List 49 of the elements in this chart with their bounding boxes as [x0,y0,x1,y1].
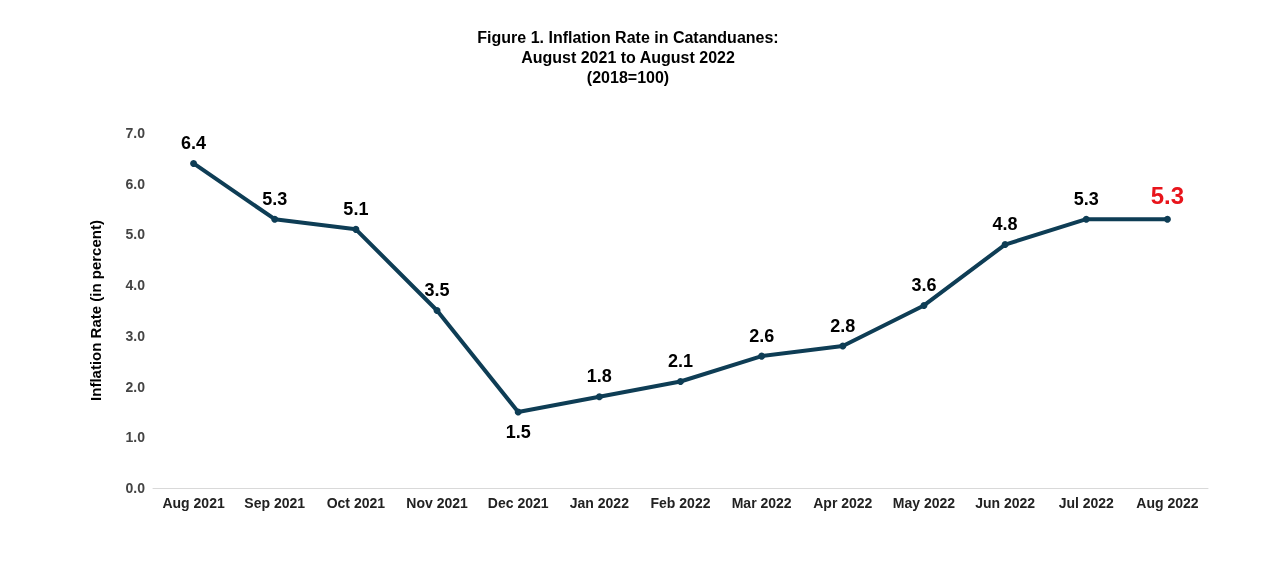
data-label: 5.3 [262,188,288,209]
data-label: 5.1 [343,198,369,219]
y-axis-title: Inflation Rate (in percent) [87,220,104,401]
data-label: 4.8 [992,214,1018,235]
y-tick-label: 7.0 [125,125,146,141]
y-tick-label: 2.0 [125,378,146,395]
point [271,215,279,223]
point [758,352,766,360]
x-tick-label: Mar 2022 [731,495,792,511]
y-tick-label: 3.0 [125,327,146,344]
point [352,225,360,233]
x-tick-label: Apr 2022 [813,495,873,511]
point [433,307,441,314]
x-tick-label: Feb 2022 [650,495,711,511]
point [595,393,603,401]
data-label: 6.4 [181,132,207,153]
x-tick-label: Dec 2021 [487,495,549,511]
point [1082,215,1090,223]
data-label: 2.8 [830,315,856,336]
x-tick-label: May 2022 [892,495,956,511]
point [1163,215,1171,223]
point [920,301,928,309]
y-tick-label: 6.0 [125,175,146,192]
data-label: 2.6 [749,325,775,346]
x-tick-label: Jul 2022 [1058,495,1115,511]
data-label: 3.5 [424,280,450,300]
chart-title: Figure 1. Inflation Rate in Catanduanes: August 2021 to August 2022 (2018=100) [477,28,779,86]
point [514,408,522,416]
x-tick-label: Jan 2022 [569,495,630,511]
x-tick-label: Sep 2021 [244,495,306,511]
data-label: 1.8 [586,366,612,387]
y-tick-label: 1.0 [125,429,146,446]
point [839,342,847,350]
y-tick-label: 4.0 [125,277,146,294]
x-tick-label: Jun 2022 [975,495,1036,511]
x-tick-label: Aug 2022 [1136,495,1199,511]
x-tick-label: Nov 2021 [406,495,468,511]
data-label: 5.3 [1073,188,1099,209]
data-label: 2.1 [667,351,694,371]
point [190,159,198,167]
point [677,378,684,385]
data-label: 3.6 [911,274,937,295]
data-label: 1.5 [505,422,531,443]
data-label: 5.3 [1150,182,1185,210]
x-tick-label: Oct 2021 [326,495,386,511]
point [1001,241,1009,249]
y-tick-label: 0.0 [125,480,146,496]
y-tick-label: 5.0 [125,226,146,243]
x-tick-label: Aug 2021 [162,495,225,511]
